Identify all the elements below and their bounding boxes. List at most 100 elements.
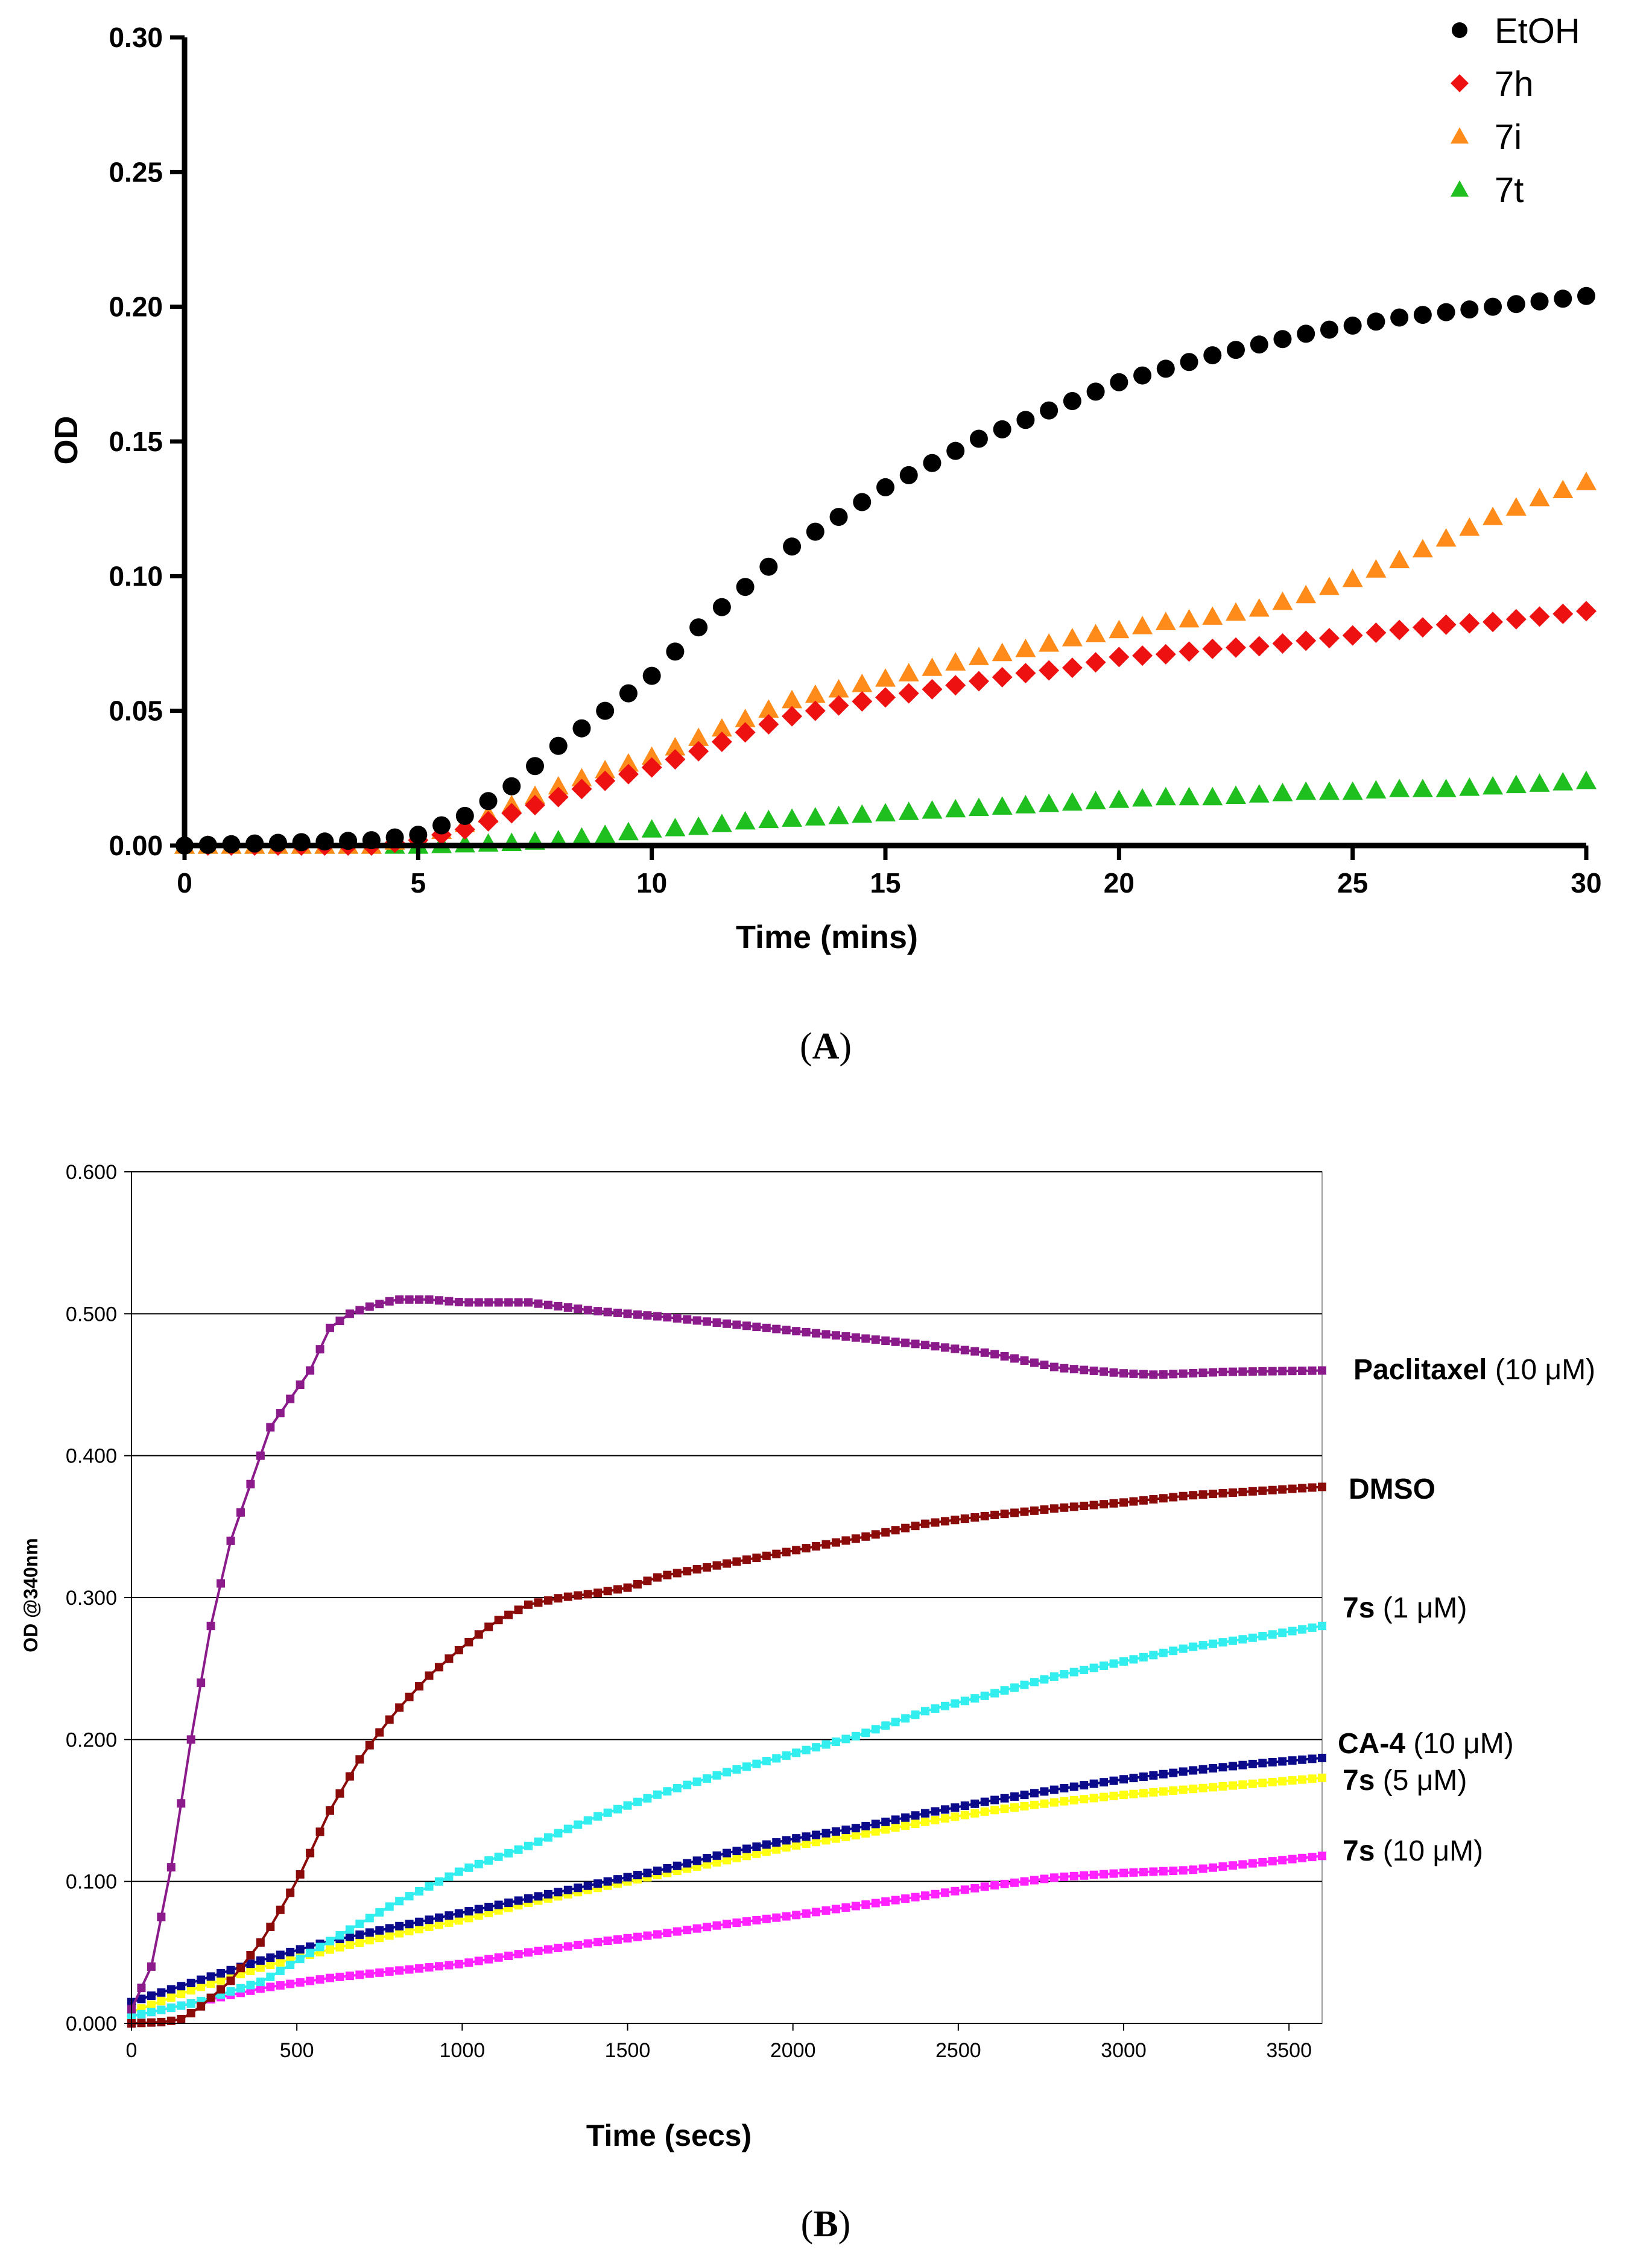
data-point [1198,1490,1207,1499]
data-point [326,1937,334,1946]
series-line [131,1855,1323,2018]
data-point-7i [1132,615,1153,634]
data-point [980,1807,989,1816]
data-point [415,1964,424,1973]
legend-item-7h: 7h [1451,65,1534,104]
data-point [762,1757,771,1766]
data-point [405,1927,414,1936]
data-point [1209,1490,1218,1499]
data-point [1209,1368,1218,1377]
data-point [1218,1367,1227,1376]
data-point [1100,1778,1109,1787]
series-label: 7s (10 μM) [1343,1835,1483,1867]
data-point-7t [828,805,849,824]
data-point [1179,1866,1188,1875]
data-point [1060,1872,1069,1881]
x-tick-label: 5 [411,867,426,899]
chart-a-legend: EtOH 7h 7i 7t [1451,11,1580,210]
data-point-7i [968,647,989,665]
data-point-EtOH [806,522,824,541]
x-tick-label: 15 [870,867,900,899]
data-point [931,1889,940,1899]
data-point-7h [688,741,709,762]
data-point [266,1982,275,1991]
data-point [1060,1670,1069,1679]
data-point [1288,1776,1297,1785]
data-point [1298,1755,1307,1764]
data-point-7h [782,706,803,727]
data-point-EtOH [876,478,894,496]
data-point-7h [454,819,475,840]
data-point [752,1915,761,1924]
data-point [812,1329,821,1338]
data-point [345,1772,354,1781]
data-point [345,1309,354,1318]
data-point [732,1847,741,1856]
data-point [673,1569,682,1578]
data-point [871,1335,880,1344]
data-point [1318,1773,1326,1782]
data-point [871,1725,880,1734]
data-point [1089,1663,1098,1672]
data-point [1278,1856,1287,1865]
data-point [405,1692,414,1701]
data-point [1268,1485,1277,1494]
data-point [990,1795,999,1804]
data-point [524,1841,533,1850]
data-point [306,1976,315,1985]
data-point-7i [1226,602,1246,621]
legend-label: 7h [1495,65,1534,104]
data-point-EtOH [526,757,544,776]
data-point [1069,1668,1078,1677]
data-point [385,1297,394,1306]
data-point-7h [1483,612,1504,633]
data-point [1258,1367,1267,1376]
data-point-EtOH [1320,320,1338,339]
y-tick-label: 0.30 [109,22,163,53]
data-point [375,1934,384,1943]
data-point [812,1743,821,1752]
data-point-7h [945,675,966,696]
data-point-7i [758,699,779,718]
data-point [246,1981,255,1990]
data-point-7i [1529,487,1550,507]
data-point [1238,1780,1247,1789]
data-point [415,1682,424,1691]
data-point [563,1824,572,1833]
data-point-7i [1389,549,1410,569]
y-tick-label: 0.00 [109,830,163,861]
data-point [881,1897,890,1906]
data-point [732,1853,741,1862]
data-point [1149,1867,1158,1876]
data-point [524,1298,533,1307]
data-point [851,1824,860,1833]
data-point [1040,1675,1049,1684]
data-point [772,1845,781,1854]
data-point [1069,1365,1078,1374]
legend-marker-7i [1451,127,1469,144]
data-point [613,1585,622,1594]
data-point [583,1590,592,1599]
data-point [831,1834,840,1843]
data-point [1089,1870,1098,1879]
data-point [1318,1482,1326,1491]
data-point [881,1528,890,1537]
data-point [1149,1495,1158,1504]
data-point [861,1900,870,1909]
data-point [1228,1488,1237,1497]
data-point [147,1991,156,2000]
data-point [345,1972,354,1981]
data-point-7h [1389,619,1410,640]
data-point-7h [852,691,873,712]
data-point-7t [968,797,989,817]
data-point-7h [1226,637,1246,658]
data-point [633,1580,642,1589]
data-point [1040,1505,1049,1514]
data-point-EtOH [1530,292,1549,311]
data-point-7t [922,800,943,819]
data-point [1010,1354,1019,1363]
data-point-7h [875,687,896,708]
data-point-EtOH [1250,335,1268,354]
data-point [266,1953,275,1962]
data-point-EtOH [1390,308,1409,327]
